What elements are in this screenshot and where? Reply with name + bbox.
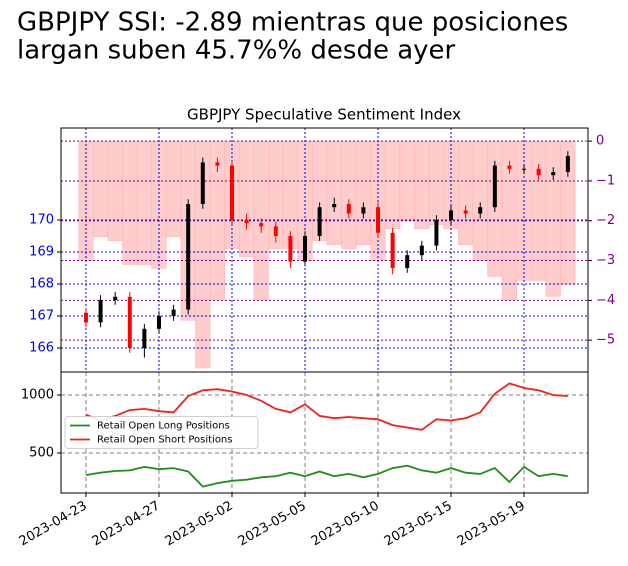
candle-body — [478, 207, 483, 214]
chart-title: GBPJPY Speculative Sentiment Index — [187, 106, 461, 124]
ssi-bar — [107, 140, 123, 241]
ssi-bar — [531, 140, 547, 281]
candle-body — [229, 165, 234, 220]
x-tick-label: 2023-05-19 — [455, 499, 528, 550]
y-tick-label: 500 — [29, 445, 54, 460]
candle-body — [171, 309, 176, 316]
x-tick-label: 2023-05-15 — [382, 499, 455, 550]
series-line — [85, 382, 568, 431]
candle-body — [463, 210, 468, 214]
legend-box — [64, 416, 259, 449]
x-tick-label: 2023-05-02 — [163, 499, 236, 550]
y-tick-label: 169 — [29, 245, 54, 260]
candle-body — [390, 232, 395, 268]
x-tick-label: 2023-04-23 — [17, 499, 90, 550]
candle-body — [244, 220, 249, 224]
legend-label: Retail Open Short Positions — [97, 435, 232, 446]
ssi-bar — [239, 140, 255, 257]
y-tick-label: 170 — [29, 213, 54, 228]
candle-body — [98, 300, 103, 323]
candle-body — [156, 316, 161, 329]
candle-body — [376, 207, 381, 233]
ssi-bar — [355, 140, 371, 245]
ssi-bar — [326, 140, 342, 245]
series-line — [85, 464, 568, 488]
candle-body — [186, 204, 191, 310]
candle-body — [434, 220, 439, 246]
candle-body — [536, 168, 541, 176]
candle-body — [83, 312, 88, 323]
candle-body — [317, 207, 322, 236]
y-tick-label: −2 — [596, 213, 615, 228]
ssi-bar — [166, 140, 182, 237]
candle-body — [492, 165, 497, 208]
ssi-bar — [560, 140, 576, 285]
candle-body — [332, 204, 337, 208]
ssi-bar — [414, 140, 430, 229]
candle-body — [288, 236, 293, 262]
ssi-bar — [458, 140, 474, 245]
candle-body — [507, 165, 512, 169]
candle-body — [449, 210, 454, 220]
legend-label: Retail Open Long Positions — [97, 421, 230, 432]
candle-body — [273, 226, 278, 236]
y-tick-label: −1 — [596, 173, 615, 188]
candle-body — [419, 245, 424, 256]
ssi-bar — [516, 140, 532, 281]
y-tick-label: 167 — [29, 309, 54, 324]
page-title: largan suben 45.7%% desde ayer — [17, 36, 456, 66]
y-tick-label: 166 — [29, 341, 54, 356]
y-tick-label: 1000 — [21, 387, 54, 402]
candle-body — [127, 296, 132, 348]
candle-body — [551, 172, 556, 176]
candle-body — [522, 168, 527, 170]
ssi-bar — [428, 140, 444, 225]
y-tick-label: −4 — [596, 293, 615, 308]
x-tick-label: 2023-05-10 — [309, 499, 382, 550]
y-tick-label: −5 — [596, 333, 615, 348]
candle-body — [113, 296, 118, 300]
x-tick-label: 2023-05-05 — [236, 499, 309, 550]
candle-body — [565, 156, 570, 172]
candle-body — [361, 207, 366, 214]
candle-body — [303, 236, 308, 262]
ssi-bar — [472, 140, 488, 261]
y-tick-label: 168 — [29, 277, 54, 292]
ssi-bar — [385, 140, 401, 229]
x-tick-label: 2023-04-27 — [90, 499, 163, 550]
ssi-bar — [136, 140, 152, 265]
ssi-bar — [545, 140, 561, 297]
y-tick-label: −3 — [596, 253, 615, 268]
candle-body — [405, 255, 410, 268]
page-title: GBPJPY SSI: -2.89 mientras que posicione… — [17, 8, 568, 38]
candle-body — [215, 162, 220, 166]
y-tick-label: 0 — [596, 134, 604, 149]
candle-body — [346, 204, 351, 214]
axes-frame — [60, 371, 589, 494]
ssi-bar — [122, 140, 138, 265]
candle-body — [200, 162, 205, 204]
ssi-bar — [341, 140, 357, 249]
ssi-bar — [93, 140, 109, 237]
candle-body — [259, 223, 264, 227]
candle-body — [142, 328, 147, 348]
